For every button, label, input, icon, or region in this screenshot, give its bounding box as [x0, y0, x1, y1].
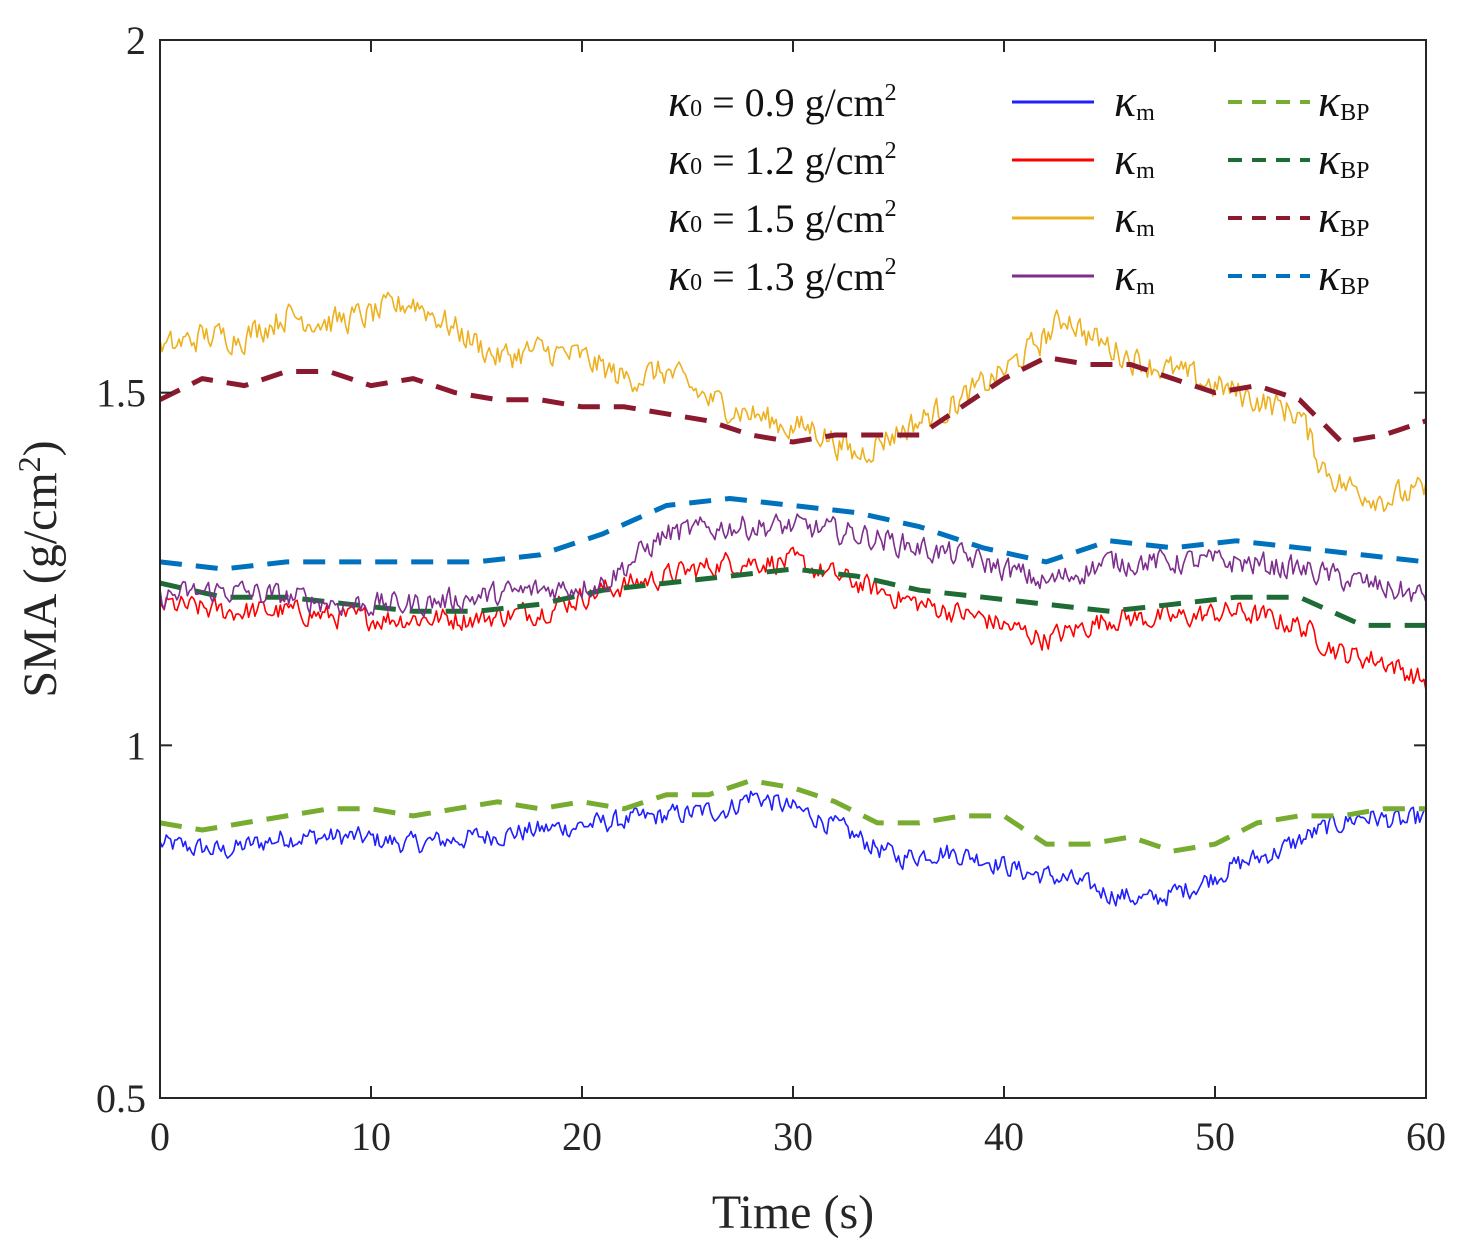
- legend-entry-bp-sub: BP: [1340, 158, 1369, 184]
- legend-label-part: 2: [885, 80, 897, 106]
- legend-label-part: 2: [885, 138, 897, 164]
- series-layer: [158, 291, 1427, 907]
- legend-label-part: = 1.3 g/cm: [702, 254, 885, 299]
- legend-entry-bp-symbol: κ: [1318, 75, 1341, 126]
- legend-entry-m-sub: m: [1136, 274, 1155, 300]
- legend-label: κ0 = 1.2 g/cm2: [668, 133, 897, 184]
- legend-label-part: 0: [690, 96, 702, 122]
- legend-label-part: 2: [885, 254, 897, 280]
- series-line-2-bp: [158, 354, 1427, 445]
- legend-entry-bp-symbol: κ: [1318, 191, 1341, 242]
- legend-entry-bp: κBP: [1318, 249, 1369, 300]
- y-axis-label: SMA (g/cm2): [11, 440, 67, 697]
- legend-entry-bp: κBP: [1318, 75, 1369, 126]
- y-tick-label: 1.5: [96, 371, 146, 416]
- legend-label-part: κ: [668, 75, 691, 126]
- legend-entry-m-symbol: κ: [1114, 75, 1137, 126]
- legend-label-part: 0: [690, 154, 702, 180]
- y-axis-label-sup: 2: [11, 456, 47, 472]
- legend-label-part: κ: [668, 191, 691, 242]
- legend-label: κ0 = 1.5 g/cm2: [668, 191, 897, 242]
- series-line-2-m: [159, 291, 1427, 513]
- series-line-3-m: [159, 513, 1427, 618]
- ticks-layer: 0 10 20 30 40 50 600.511.52: [96, 18, 1446, 1159]
- legend-label-part: = 1.5 g/cm: [702, 196, 885, 241]
- legend-entry-m-symbol: κ: [1114, 191, 1137, 242]
- legend-entry-bp-sub: BP: [1340, 274, 1369, 300]
- y-tick-label: 2: [126, 18, 146, 63]
- series-line-0-bp: [159, 778, 1426, 854]
- legend-entry-m-symbol: κ: [1114, 249, 1137, 300]
- legend-entry-m-sub: m: [1136, 158, 1155, 184]
- legend-entry-bp-sub: BP: [1340, 216, 1369, 242]
- legend-label-part: κ: [668, 133, 691, 184]
- x-tick-label: 20: [562, 1114, 602, 1159]
- x-axis-label: Time (s): [712, 1186, 874, 1239]
- legend-label-part: 0: [690, 270, 702, 296]
- y-axis-label-end: ): [14, 440, 67, 456]
- x-tick-label: 10: [351, 1114, 391, 1159]
- legend-entry-bp: κBP: [1318, 191, 1369, 242]
- legend-entry-bp-sub: BP: [1340, 100, 1369, 126]
- legend-label: κ0 = 0.9 g/cm2: [668, 75, 897, 126]
- legend-entry-m: κm: [1114, 191, 1155, 242]
- legend-entry-m: κm: [1114, 133, 1155, 184]
- legend-label: κ0 = 1.3 g/cm2: [668, 249, 897, 300]
- x-tick-label: 60: [1406, 1114, 1446, 1159]
- legend-label-part: 2: [885, 196, 897, 222]
- y-tick-label: 0.5: [96, 1076, 146, 1121]
- x-tick-label: 50: [1195, 1114, 1235, 1159]
- legend-label-part: = 1.2 g/cm: [702, 138, 885, 183]
- series-line-1-bp: [159, 566, 1426, 628]
- legend-entry-m: κm: [1114, 249, 1155, 300]
- y-axis-label-main: SMA (g/cm: [14, 472, 67, 697]
- legend-entry-bp: κBP: [1318, 133, 1369, 184]
- x-tick-label: 40: [984, 1114, 1024, 1159]
- legend-label-part: = 0.9 g/cm: [702, 80, 885, 125]
- x-tick-label: 30: [773, 1114, 813, 1159]
- legend-label-part: 0: [690, 212, 702, 238]
- x-tick-label: 0: [150, 1114, 170, 1159]
- legend-entry-m: κm: [1114, 75, 1155, 126]
- series-line-1-m: [159, 546, 1427, 691]
- legend-label-part: κ: [668, 249, 691, 300]
- legend-entry-bp-symbol: κ: [1318, 249, 1341, 300]
- y-tick-label: 1: [126, 723, 146, 768]
- legend-entry-m-symbol: κ: [1114, 133, 1137, 184]
- series-line-0-m: [159, 790, 1427, 907]
- legend-entry-m-sub: m: [1136, 216, 1155, 242]
- legend-entry-bp-symbol: κ: [1318, 133, 1341, 184]
- legend-entry-m-sub: m: [1136, 100, 1155, 126]
